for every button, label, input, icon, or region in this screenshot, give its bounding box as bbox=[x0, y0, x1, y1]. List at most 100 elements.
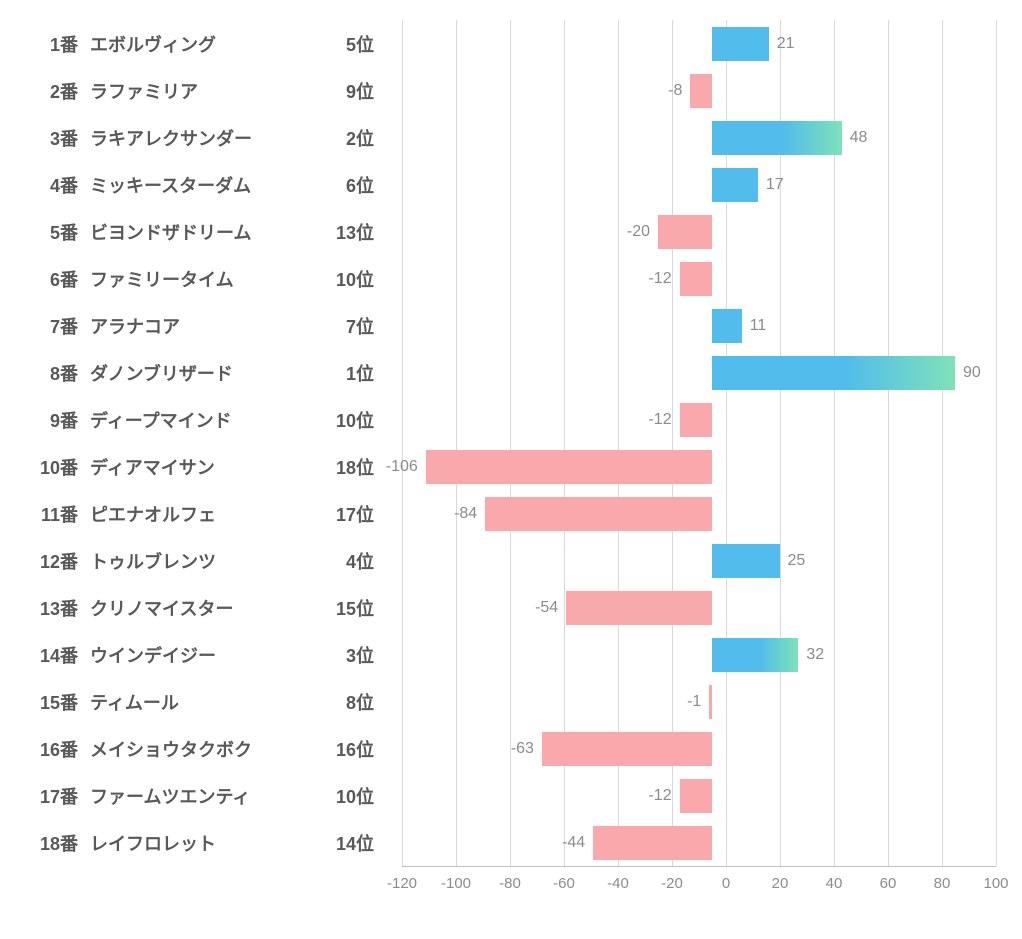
value-label: 17 bbox=[766, 176, 784, 194]
entry-rank: 2位 bbox=[320, 125, 388, 151]
row-plot: -106 bbox=[388, 443, 1002, 490]
table-row: 10番ディアマイサン18位-106 bbox=[20, 443, 1002, 490]
entry-name: ピエナオルフェ bbox=[90, 501, 320, 527]
entry-name: ビヨンドザドリーム bbox=[90, 219, 320, 245]
table-row: 16番メイショウタクボク16位-63 bbox=[20, 725, 1002, 772]
entry-name: ティムール bbox=[90, 689, 320, 715]
entry-name: エボルヴィング bbox=[90, 31, 320, 57]
row-plot: 25 bbox=[388, 537, 1002, 584]
row-plot: 32 bbox=[388, 631, 1002, 678]
entry-number: 4番 bbox=[20, 172, 90, 198]
row-plot: -63 bbox=[388, 725, 1002, 772]
bar bbox=[680, 262, 712, 296]
bar bbox=[542, 732, 712, 766]
value-label: -20 bbox=[627, 223, 650, 241]
bar bbox=[712, 121, 842, 155]
entry-rank: 13位 bbox=[320, 219, 388, 245]
entry-number: 2番 bbox=[20, 78, 90, 104]
table-row: 1番エボルヴィング5位21 bbox=[20, 20, 1002, 67]
table-row: 14番ウインデイジー3位32 bbox=[20, 631, 1002, 678]
entry-name: ダノンブリザード bbox=[90, 360, 320, 386]
value-label: -12 bbox=[648, 787, 671, 805]
entry-number: 3番 bbox=[20, 125, 90, 151]
entry-rank: 7位 bbox=[320, 313, 388, 339]
row-plot: -54 bbox=[388, 584, 1002, 631]
entry-number: 13番 bbox=[20, 595, 90, 621]
row-plot: 17 bbox=[388, 161, 1002, 208]
row-plot: -12 bbox=[388, 396, 1002, 443]
value-label: -8 bbox=[668, 82, 682, 100]
table-row: 13番クリノマイスター15位-54 bbox=[20, 584, 1002, 631]
x-tick-label: 80 bbox=[934, 875, 951, 892]
bar bbox=[690, 74, 712, 108]
entry-rank: 10位 bbox=[320, 266, 388, 292]
x-tick-label: 20 bbox=[772, 875, 789, 892]
value-label: -12 bbox=[648, 270, 671, 288]
entry-name: ディープマインド bbox=[90, 407, 320, 433]
bar bbox=[680, 779, 712, 813]
x-tick-label: 100 bbox=[983, 875, 1008, 892]
table-row: 5番ビヨンドザドリーム13位-20 bbox=[20, 208, 1002, 255]
bar bbox=[709, 685, 712, 719]
table-row: 3番ラキアレクサンダー2位48 bbox=[20, 114, 1002, 161]
table-row: 8番ダノンブリザード1位90 bbox=[20, 349, 1002, 396]
bar bbox=[658, 215, 712, 249]
entry-name: ラファミリア bbox=[90, 78, 320, 104]
entry-name: ファミリータイム bbox=[90, 266, 320, 292]
x-tick-label: 40 bbox=[826, 875, 843, 892]
entry-name: ファームツエンティ bbox=[90, 783, 320, 809]
x-tick-label: -40 bbox=[607, 875, 629, 892]
bar bbox=[712, 168, 758, 202]
entry-number: 18番 bbox=[20, 830, 90, 856]
entry-number: 8番 bbox=[20, 360, 90, 386]
x-tick-label: 60 bbox=[880, 875, 897, 892]
table-row: 6番ファミリータイム10位-12 bbox=[20, 255, 1002, 302]
row-plot: -8 bbox=[388, 67, 1002, 114]
entry-rank: 6位 bbox=[320, 172, 388, 198]
value-label: 11 bbox=[750, 317, 767, 335]
entry-rank: 1位 bbox=[320, 360, 388, 386]
entry-rank: 17位 bbox=[320, 501, 388, 527]
row-plot: -84 bbox=[388, 490, 1002, 537]
table-row: 9番ディープマインド10位 -12 bbox=[20, 396, 1002, 443]
table-row: 11番ピエナオルフェ17位-84 bbox=[20, 490, 1002, 537]
entry-rank: 10位 bbox=[320, 407, 388, 433]
entry-name: クリノマイスター bbox=[90, 595, 320, 621]
entry-number: 14番 bbox=[20, 642, 90, 668]
row-plot: 11 bbox=[388, 302, 1002, 349]
row-plot: -1 bbox=[388, 678, 1002, 725]
entry-number: 7番 bbox=[20, 313, 90, 339]
entry-number: 12番 bbox=[20, 548, 90, 574]
row-plot: 21 bbox=[388, 20, 1002, 67]
entry-number: 16番 bbox=[20, 736, 90, 762]
row-plot: 90 bbox=[388, 349, 1002, 396]
bar bbox=[712, 356, 955, 390]
table-row: 17番ファームツエンティ10位 -12 bbox=[20, 772, 1002, 819]
table-row: 7番アラナコア7位11 bbox=[20, 302, 1002, 349]
table-row: 4番ミッキースターダム6位17 bbox=[20, 161, 1002, 208]
entry-rank: 10位 bbox=[320, 783, 388, 809]
entry-rank: 15位 bbox=[320, 595, 388, 621]
entry-rank: 8位 bbox=[320, 689, 388, 715]
value-label: -84 bbox=[454, 505, 477, 523]
entry-rank: 16位 bbox=[320, 736, 388, 762]
bar bbox=[680, 403, 712, 437]
entry-rank: 4位 bbox=[320, 548, 388, 574]
bar bbox=[712, 638, 798, 672]
entry-number: 9番 bbox=[20, 407, 90, 433]
entry-rank: 3位 bbox=[320, 642, 388, 668]
bar bbox=[593, 826, 712, 860]
bar bbox=[426, 450, 712, 484]
row-plot: 48 bbox=[388, 114, 1002, 161]
x-tick-label: -100 bbox=[441, 875, 471, 892]
entry-rank: 14位 bbox=[320, 830, 388, 856]
value-label: -12 bbox=[648, 411, 671, 429]
entry-name: メイショウタクボク bbox=[90, 736, 320, 762]
entry-name: トゥルブレンツ bbox=[90, 548, 320, 574]
entry-number: 17番 bbox=[20, 783, 90, 809]
entry-number: 1番 bbox=[20, 31, 90, 57]
row-plot: -20 bbox=[388, 208, 1002, 255]
table-row: 12番トゥルブレンツ4位25 bbox=[20, 537, 1002, 584]
entry-name: ウインデイジー bbox=[90, 642, 320, 668]
x-tick-label: -120 bbox=[387, 875, 417, 892]
